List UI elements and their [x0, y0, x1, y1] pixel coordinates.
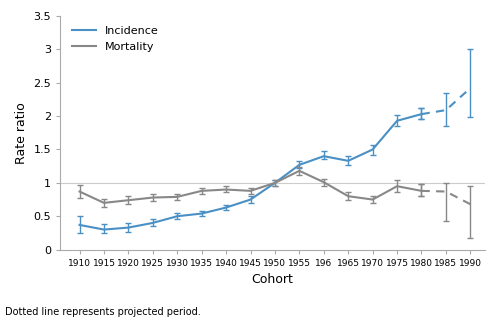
Text: Dotted line represents projected period.: Dotted line represents projected period.	[5, 307, 201, 317]
Legend: Incidence, Mortality: Incidence, Mortality	[70, 24, 162, 54]
X-axis label: Cohort: Cohort	[252, 273, 294, 286]
Y-axis label: Rate ratio: Rate ratio	[14, 102, 28, 164]
